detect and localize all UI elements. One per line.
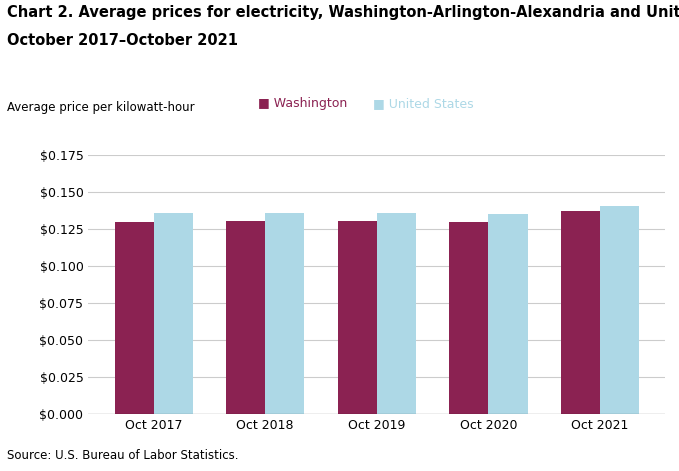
Bar xyxy=(561,211,600,414)
Bar xyxy=(377,213,416,414)
Text: Chart 2. Average prices for electricity, Washington-Arlington-Alexandria and Uni: Chart 2. Average prices for electricity,… xyxy=(7,5,679,20)
Bar xyxy=(153,213,193,414)
Text: October 2017–October 2021: October 2017–October 2021 xyxy=(7,33,238,48)
Bar xyxy=(449,222,488,414)
Text: ■ United States: ■ United States xyxy=(373,97,474,110)
Bar xyxy=(226,221,265,414)
Text: ■ Washington: ■ Washington xyxy=(258,97,347,110)
Bar xyxy=(115,222,153,414)
Bar xyxy=(265,213,304,414)
Text: Average price per kilowatt-hour: Average price per kilowatt-hour xyxy=(7,101,194,114)
Bar xyxy=(337,221,377,414)
Text: Source: U.S. Bureau of Labor Statistics.: Source: U.S. Bureau of Labor Statistics. xyxy=(7,448,238,462)
Bar xyxy=(600,206,639,414)
Bar xyxy=(488,214,528,414)
